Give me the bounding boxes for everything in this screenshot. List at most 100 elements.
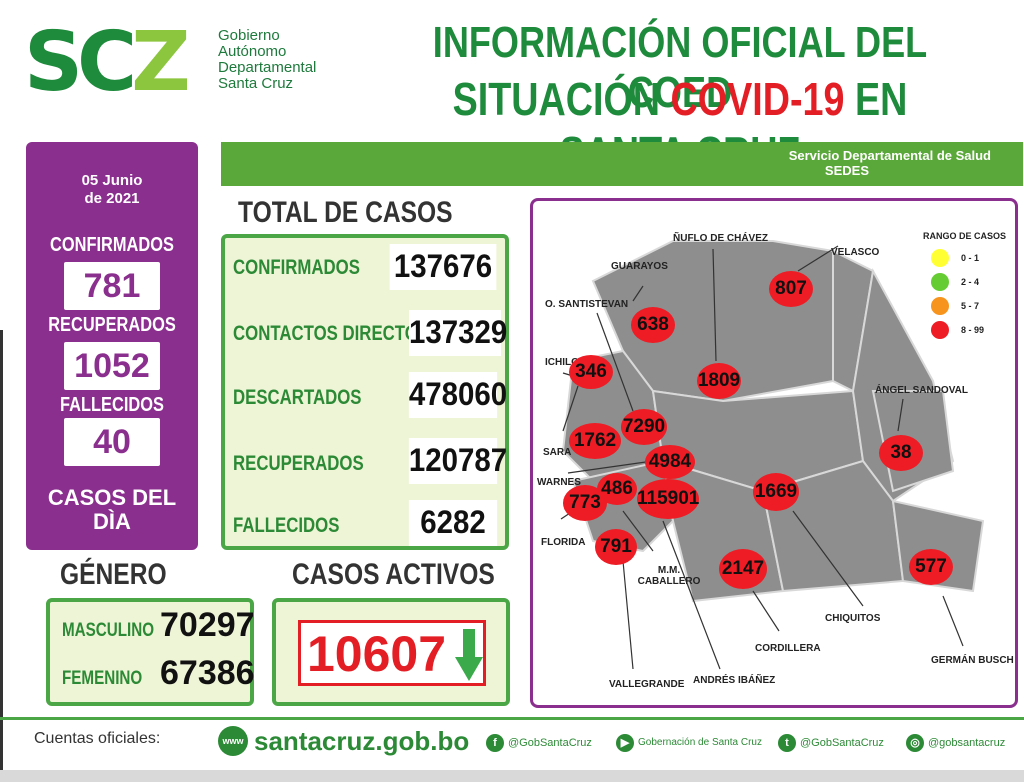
website-link[interactable]: santacruz.gob.bo [254, 726, 470, 756]
bubble-sara: 1762 [569, 423, 621, 459]
active-cases-panel: 10607 [298, 620, 486, 686]
bubble-ichilo: 346 [569, 355, 613, 389]
male-label: MASCULINO [62, 620, 155, 641]
total-deaths-value: 6282 [408, 500, 498, 546]
total-discarded-value: 478060 [408, 372, 507, 418]
female-value: 67386 [160, 654, 255, 692]
total-recovered-value: 120787 [408, 438, 507, 484]
daily-deaths-value: 40 [64, 418, 160, 466]
gov-line: Gobierno [218, 27, 280, 44]
twitter-icon[interactable]: t [778, 734, 796, 752]
bubble-guarayos: 638 [631, 307, 675, 343]
daily-footer-line1: CASOS DEL [47, 485, 177, 510]
left-edge-bar [0, 330, 3, 770]
instagram-icon[interactable]: ◎ [906, 734, 924, 752]
government-name: Gobierno Autónomo Departamental Santa Cr… [218, 28, 316, 92]
total-confirmed-label: CONFIRMADOS [233, 256, 360, 279]
sub-title-a: SITUACIÓN [452, 73, 671, 125]
daily-recovered-label: RECUPERADOS [48, 314, 176, 336]
daily-recovered-value: 1052 [64, 342, 160, 390]
province-label-ibanez: ANDRÉS IBÁÑEZ [693, 675, 776, 686]
facebook-handle[interactable]: @GobSantaCruz [508, 737, 592, 749]
legend-dot-8-99 [931, 321, 949, 339]
daily-confirmed-label: CONFIRMADOS [50, 234, 174, 256]
province-label-chiquitos: CHIQUITOS [825, 613, 881, 624]
legend-label-5-7: 5 - 7 [961, 301, 980, 311]
bubble-ibanez: 115901 [637, 479, 699, 519]
main-title: INFORMACIÓN OFICIAL DEL COED [432, 18, 928, 117]
province-label-sara: SARA [543, 447, 572, 458]
active-cases-value: 10607 [307, 626, 447, 682]
gov-line: Departamental [218, 59, 317, 76]
total-confirmed-value: 137676 [389, 244, 497, 290]
scz-logo: SCZ [24, 15, 191, 110]
total-cases-title: TOTAL DE CASOS [238, 196, 453, 229]
province-label-nuflo: ÑUFLO DE CHÁVEZ [673, 233, 768, 244]
date-line1: 05 Junio [81, 172, 143, 189]
province-label-caballero: M.M. CABALLERO [637, 565, 701, 587]
gender-title: GÉNERO [60, 558, 167, 591]
total-contacts-value: 137329 [409, 310, 507, 356]
youtube-icon[interactable]: ▶ [616, 734, 634, 752]
daily-confirmed-value: 781 [64, 262, 160, 310]
province-label-cordillera: CORDILLERA [755, 643, 821, 654]
bubble-velasco: 807 [769, 271, 813, 307]
gov-line: Santa Cruz [218, 75, 294, 92]
province-label-busch: GERMÁN BUSCH [931, 655, 1014, 666]
province-label-santistevan: O. SANTISTEVAN [545, 299, 629, 310]
instagram-handle[interactable]: @gobsantacruz [928, 737, 1006, 749]
date-line2: de 2021 [84, 190, 140, 207]
footer-divider [0, 717, 1024, 720]
gender-box: MASCULINO 70297 FEMENINO 67386 [46, 598, 255, 706]
report-date: 05 Junio de 2021 [26, 172, 198, 208]
bubble-santistevan: 7290 [621, 409, 667, 445]
bubble-caballero: 486 [597, 473, 637, 505]
facebook-icon[interactable]: f [486, 734, 504, 752]
bubble-warnes: 4984 [645, 445, 695, 479]
bubble-cordillera: 2147 [719, 549, 767, 589]
daily-footer-line2: DÌA [93, 509, 131, 534]
total-discarded-label: DESCARTADOS [233, 386, 362, 409]
province-label-ichilo: ICHILO [545, 357, 579, 368]
active-cases-box: 10607 [272, 598, 510, 706]
daily-footer: CASOS DEL DÌA [26, 486, 198, 534]
down-arrow-icon [455, 629, 483, 681]
province-label-guarayos: GUARAYOS [611, 261, 668, 272]
province-map: RANGO DE CASOS 0 - 1 2 - 4 5 - 7 8 - 99 … [530, 198, 1018, 708]
province-label-warnes: WARNES [537, 477, 581, 488]
sub-title-covid: COVID-19 [670, 73, 845, 125]
santa-cruz-map-shape [560, 240, 985, 670]
total-recovered-label: RECUPERADOS [233, 452, 364, 475]
sedes-banner: Servicio Departamental de Salud SEDES [221, 142, 1023, 186]
footer-label: Cuentas oficiales: [34, 730, 161, 747]
province-label-florida: FLORIDA [541, 537, 586, 548]
bubble-nuflo: 1809 [697, 363, 741, 399]
female-label: FEMENINO [62, 668, 143, 689]
legend-dot-5-7 [931, 297, 949, 315]
twitter-handle[interactable]: @GobSantaCruz [800, 737, 884, 749]
legend-dot-2-4 [931, 273, 949, 291]
legend-label-2-4: 2 - 4 [961, 277, 980, 287]
bubble-chiquitos: 1669 [753, 473, 799, 511]
legend-dot-0-1 [931, 249, 949, 267]
youtube-handle[interactable]: Gobernación de Santa Cruz [638, 737, 762, 748]
male-value: 70297 [160, 606, 255, 644]
daily-deaths-label: FALLECIDOS [60, 394, 164, 416]
active-cases-title: CASOS ACTIVOS [292, 558, 495, 591]
daily-cases-panel: 05 Junio de 2021 CONFIRMADOS 781 RECUPER… [26, 142, 198, 550]
province-label-velasco: VELASCO [831, 247, 880, 258]
bubble-sandoval: 38 [879, 435, 923, 471]
sedes-line2: SEDES [824, 163, 869, 178]
sedes-line1: Servicio Departamental de Salud [788, 148, 991, 163]
www-icon: www [218, 726, 248, 756]
province-label-sandoval: ÁNGEL SANDOVAL [875, 385, 968, 396]
bottom-strip [0, 770, 1024, 782]
legend-label-8-99: 8 - 99 [961, 325, 985, 335]
legend-label-0-1: 0 - 1 [961, 253, 980, 263]
total-contacts-label: CONTACTOS DIRECTOS [233, 322, 430, 345]
total-cases-box: CONFIRMADOS 137676 CONTACTOS DIRECTOS 13… [221, 234, 509, 550]
gov-line: Autónomo [218, 43, 287, 60]
bubble-vallegrande: 791 [595, 529, 637, 565]
legend-title: RANGO DE CASOS [923, 231, 1007, 241]
bubble-busch: 577 [909, 549, 953, 585]
